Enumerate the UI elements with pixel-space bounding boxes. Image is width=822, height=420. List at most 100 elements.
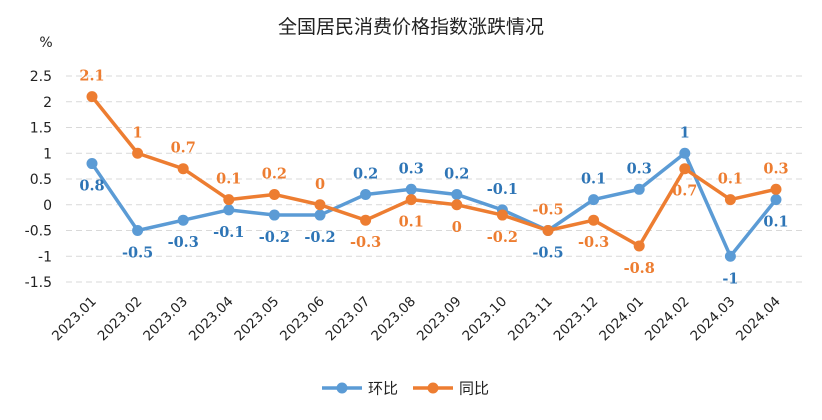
y-tick-label: 2.5	[30, 69, 52, 85]
data-point	[86, 91, 98, 103]
data-point	[405, 194, 417, 206]
legend-label: 环比	[368, 380, 398, 398]
y-tick-label: 1.5	[30, 121, 52, 137]
data-label: 0.1	[718, 171, 743, 188]
legend-marker	[336, 382, 348, 394]
data-point	[451, 199, 463, 211]
data-label: 0	[315, 176, 325, 193]
data-label: -0.2	[487, 229, 518, 246]
legend-label: 同比	[459, 380, 489, 398]
data-point	[223, 204, 235, 216]
legend-marker	[427, 382, 439, 394]
series-line-yoy	[90, 94, 778, 248]
x-axis-ticks: 2023.012023.022023.032023.042023.052023.…	[49, 294, 784, 345]
data-point	[588, 214, 600, 226]
x-tick-label: 2023.02	[95, 294, 146, 345]
data-label: -0.1	[487, 181, 518, 198]
x-tick-label: 2024.01	[596, 294, 647, 345]
x-tick-label: 2023.01	[49, 294, 100, 345]
y-axis-ticks: 2.5 2 1.5 1 0.5 0 -0.5 -1 -1.5	[25, 69, 52, 291]
data-label: -0.8	[624, 260, 655, 277]
x-tick-label: 2023.06	[277, 294, 328, 345]
data-label: -0.2	[304, 229, 335, 246]
data-point	[177, 163, 189, 175]
data-point	[451, 188, 463, 200]
chart-title: 全国居民消费价格指数涨跌情况	[278, 16, 544, 38]
y-tick-label: -1.5	[25, 275, 52, 291]
data-point	[679, 163, 691, 175]
data-point	[588, 194, 600, 206]
data-point	[360, 188, 372, 200]
series-line-mom	[90, 151, 778, 258]
data-point	[223, 194, 235, 206]
data-label: -0.1	[213, 224, 244, 241]
data-label: 0.7	[171, 140, 196, 157]
y-tick-label: 0.5	[30, 172, 52, 188]
data-point	[770, 194, 782, 206]
series-lines	[86, 91, 782, 262]
x-tick-label: 2023.03	[140, 294, 191, 345]
data-point	[542, 225, 554, 236]
data-point	[268, 188, 280, 200]
data-point	[724, 250, 736, 262]
x-tick-label: 2023.07	[323, 294, 374, 345]
data-point	[633, 240, 645, 252]
data-label: 0.2	[262, 165, 287, 182]
data-point	[86, 158, 98, 170]
x-tick-label: 2023.09	[414, 294, 465, 345]
data-label: 0.2	[353, 165, 378, 182]
data-point	[177, 214, 189, 226]
data-label: 0.1	[581, 171, 606, 188]
data-label: 0.8	[79, 178, 104, 195]
data-label: 0.3	[763, 160, 788, 177]
data-label: -0.3	[168, 234, 199, 251]
data-label: 0.3	[627, 160, 652, 177]
data-label: -0.3	[350, 234, 381, 251]
x-tick-label: 2023.10	[459, 294, 510, 345]
data-label: 0.1	[763, 214, 788, 231]
data-point	[496, 209, 508, 221]
legend: 环比 同比	[322, 380, 489, 398]
data-label: -0.2	[259, 229, 290, 246]
data-label: 0.7	[672, 183, 697, 200]
data-point	[360, 214, 372, 226]
y-tick-label: -0.5	[25, 224, 52, 240]
data-label: 0	[452, 219, 462, 236]
data-label: 0.1	[399, 214, 424, 231]
data-point	[724, 194, 736, 206]
data-label: -0.3	[578, 234, 609, 251]
data-label: -1	[722, 270, 738, 287]
data-label: -0.5	[532, 245, 563, 262]
data-point	[132, 225, 144, 236]
data-label: 0.1	[216, 171, 241, 188]
data-label: 1	[133, 124, 143, 141]
data-point	[314, 209, 326, 221]
data-label: 0.2	[444, 165, 469, 182]
x-tick-label: 2023.11	[505, 294, 556, 345]
data-label: -0.5	[532, 202, 563, 219]
x-tick-label: 2023.12	[551, 294, 602, 345]
x-tick-label: 2023.04	[186, 294, 237, 345]
y-tick-label: -1	[38, 249, 52, 265]
x-tick-label: 2023.08	[368, 294, 419, 345]
data-label: 1	[680, 124, 690, 141]
data-label: 2.1	[79, 68, 104, 85]
data-point	[314, 199, 326, 211]
data-point	[132, 147, 144, 159]
data-point	[679, 147, 691, 159]
x-tick-label: 2024.02	[642, 294, 693, 345]
y-tick-label: 2	[43, 95, 52, 111]
data-point	[268, 209, 280, 221]
data-point	[405, 183, 417, 195]
y-tick-label: 0	[43, 198, 52, 214]
data-point	[633, 183, 645, 195]
y-tick-label: 1	[43, 146, 52, 162]
data-labels: 0.8 -0.5 -0.3 -0.1 -0.2 -0.2 0.2 0.3 0.2 -0.1 -0.5…	[79, 68, 788, 288]
x-tick-label: 2023.05	[231, 294, 282, 345]
x-tick-label: 2024.04	[733, 294, 784, 345]
data-point	[770, 183, 782, 195]
data-label: -0.5	[122, 245, 153, 262]
y-axis-unit: %	[39, 35, 52, 51]
